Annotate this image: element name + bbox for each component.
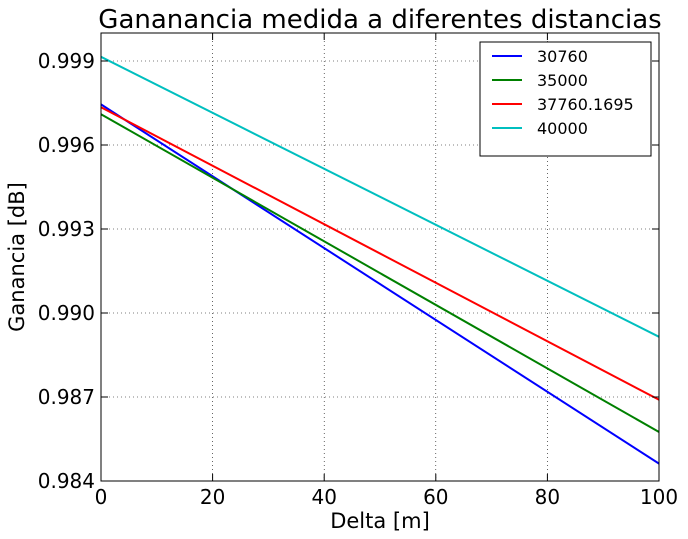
series-line-37760.1695: [100, 106, 660, 401]
legend-label: 40000: [537, 119, 588, 138]
series-line-35000: [100, 113, 660, 433]
y-tick-label: 0.996: [38, 133, 95, 157]
legend-label: 35000: [537, 71, 588, 90]
series-line-40000: [100, 55, 660, 338]
y-tick-label: 0.990: [38, 301, 95, 325]
x-tick-label: 100: [640, 485, 678, 509]
x-tick-label: 60: [423, 485, 448, 509]
x-tick-label: 80: [535, 485, 560, 509]
y-tick-label: 0.999: [38, 49, 95, 73]
y-axis-label: Ganancia [dB]: [5, 182, 29, 332]
legend: 30760 35000 37760.1695 40000: [479, 41, 652, 157]
x-tick-label: 0: [95, 485, 108, 509]
x-tick-label: 20: [200, 485, 225, 509]
y-tick-label: 0.987: [38, 385, 95, 409]
legend-label: 30760: [537, 47, 588, 66]
plot-frame: [100, 32, 660, 482]
x-axis-label: Delta [m]: [330, 509, 430, 533]
legend-label: 37760.1695: [537, 95, 634, 114]
x-tick-label: 40: [311, 485, 336, 509]
series-lines: [100, 55, 660, 465]
ticks: 0 20 40 60 80 100 0.984 0.987 0.990 0.993 0.996 0.9…: [38, 33, 678, 509]
legend-box: [479, 41, 652, 157]
series-line-30760: [100, 103, 660, 465]
y-tick-label: 0.993: [38, 217, 95, 241]
y-tick-label: 0.984: [38, 469, 95, 493]
chart-title: Gananancia medida a diferentes distancia…: [98, 5, 661, 35]
